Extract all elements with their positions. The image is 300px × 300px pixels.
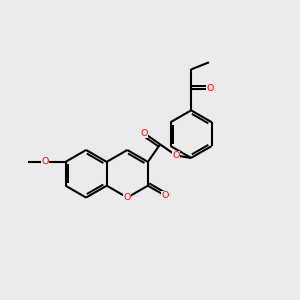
Text: O: O — [162, 191, 169, 200]
Text: O: O — [140, 129, 148, 138]
Text: O: O — [124, 193, 131, 202]
Text: O: O — [207, 84, 214, 93]
Text: O: O — [42, 158, 49, 166]
Text: O: O — [172, 151, 180, 160]
